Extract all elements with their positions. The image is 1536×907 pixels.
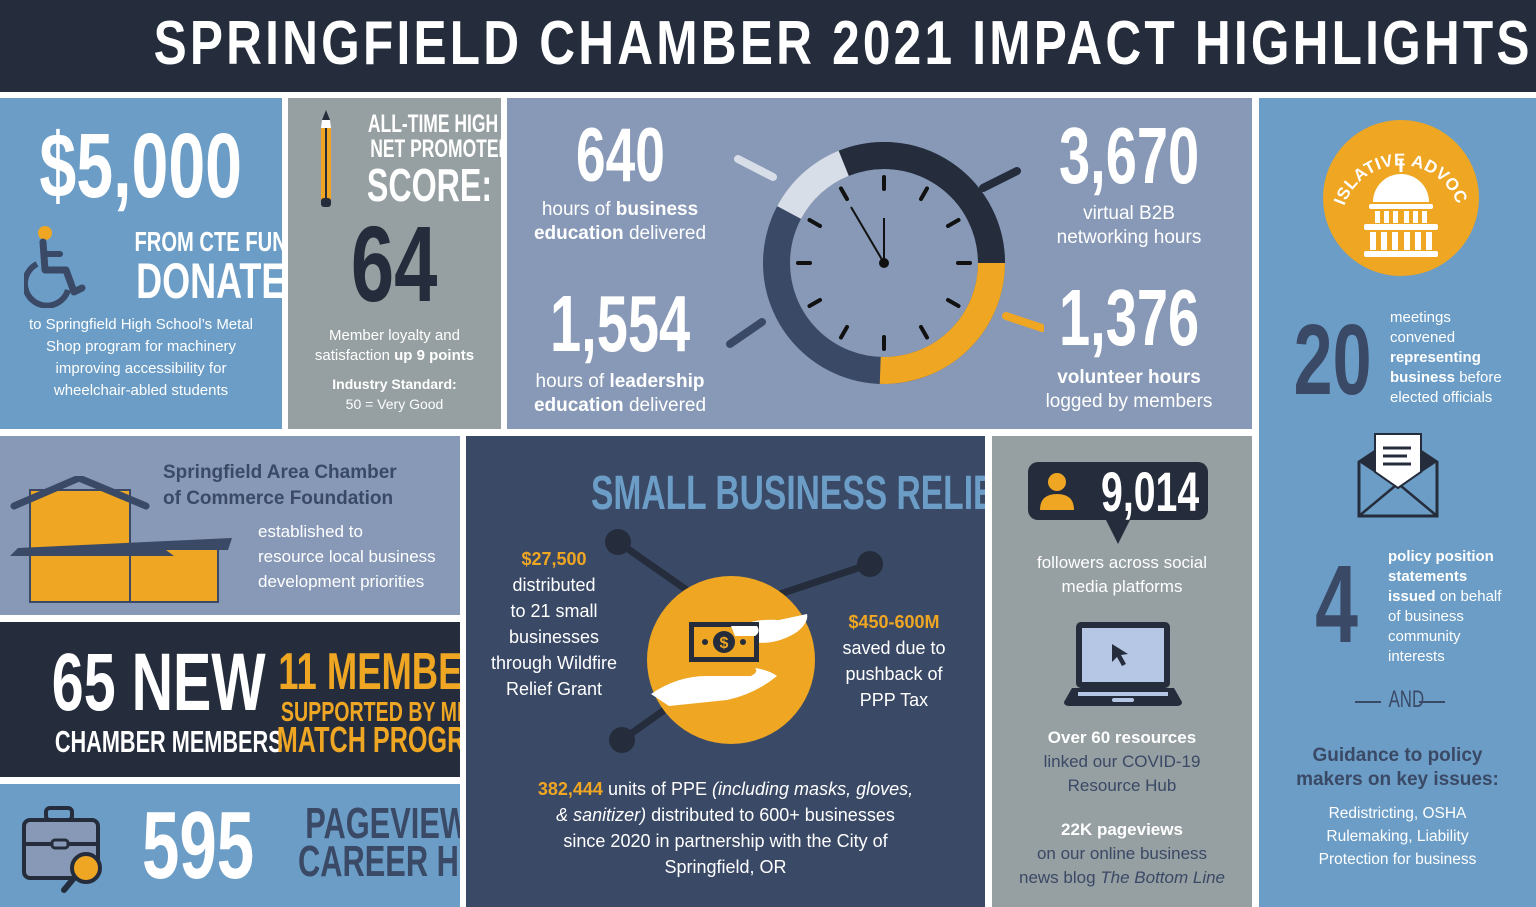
policy-label: policy position statements issued on beh… [1388,548,1502,665]
guidance-title: Guidance to policy makers on key issues: [1296,745,1499,790]
leadership-hours-label: hours of leadership education delivered [533,371,707,416]
briefcase-search-icon [22,806,102,893]
nps-line2: NET PROMOTER [370,135,501,163]
house-icon [10,476,232,603]
foundation-title: Springfield Area Chamber of Commerce Fou… [163,462,397,509]
followers-bubble [1028,462,1208,544]
relief-title: SMALL BUSINESS RELIEF SAVINGS [590,467,985,520]
volunteer-hours-label: volunteer hours logged by members [1045,367,1213,412]
cte-amount: $5,000 [39,115,243,217]
net-promoter-panel: ALL-TIME HIGH NET PROMOTER SCORE: 64 Mem… [288,98,501,429]
cte-description: to Springfield High School’s Metal Shop … [28,316,253,399]
and-label: AND [1388,686,1425,713]
cte-fund-panel: $5,000 FROM CTE FUND DONATED to Springfi… [0,98,282,429]
page-title: SPRINGFIELD CHAMBER 2021 IMPACT HIGHLIGH… [153,9,1533,78]
industry-standard: Industry Standard: 50 = Very Good [332,376,457,412]
followers-label: followers across social media platforms [1036,553,1208,596]
meetings-label: meetings convened representing business … [1390,309,1502,406]
pencil-icon [321,110,331,207]
covid-resources: Over 60 resources linked our COVID-19 Re… [1043,728,1201,795]
wheelchair-icon [24,226,86,308]
supported-members-line1: SUPPORTED BY MEMBER [280,696,460,727]
and-divider-left [1355,701,1381,703]
career-hub-line1: PAGEVIEWS ON [305,799,460,848]
supported-members-line2: MATCH PROGRAM [276,719,460,760]
envelope-icon [1357,433,1439,518]
business-hours-value: 640 [575,113,665,198]
new-members-value: 65 NEW [51,637,266,728]
capitol-icon [1364,160,1438,257]
blog-pageviews: 22K pageviews on our online business new… [1018,820,1226,887]
members-panel: 65 NEW CHAMBER MEMBERS 11 MEMBERS SUPPOR… [0,622,460,777]
nps-line3: SCORE: [366,159,493,211]
policy-value: 4 [1315,543,1359,666]
cte-line1: FROM CTE FUND [134,226,282,257]
guidance-items: Redistricting, OSHA Rulemaking, Liabilit… [1318,805,1477,868]
foundation-description: established to resource local business d… [258,522,436,591]
relief-savings-panel: SMALL BUSINESS RELIEF SAVINGS $ $27,500 … [466,436,985,907]
hours-panel: 640 hours of business education delivere… [507,98,1252,429]
money-hands-icon: $ [647,576,815,744]
career-hub-value: 595 [142,792,255,899]
user-icon [1040,473,1074,510]
b2b-hours-value: 3,670 [1058,111,1200,200]
header-banner: SPRINGFIELD CHAMBER 2021 IMPACT HIGHLIGH… [0,0,1536,92]
b2b-hours-label: virtual B2B networking hours [1056,203,1202,248]
new-members-label: CHAMBER MEMBERS [54,724,283,759]
career-hub-line2: CAREER HUB [298,837,460,886]
clock-icon [726,141,1044,384]
nps-score: 64 [351,203,438,324]
wildfire-grant: $27,500 distributed to 21 small business… [490,549,618,699]
nps-line1: ALL-TIME HIGH [367,110,499,138]
and-divider-right [1419,701,1445,703]
supported-members-value: 11 MEMBERS [278,643,460,701]
legislative-badge: LEGISLATIVE ADVOCACY [1321,118,1479,276]
business-hours-label: hours of business education delivered [533,199,707,244]
ppp-savings: $450-600M saved due to pushback of PPP T… [842,612,946,710]
legislative-advocacy-panel: LEGISLATIVE ADVOCACY 20 meetings convene… [1259,98,1536,907]
svg-text:$: $ [720,635,729,652]
followers-value: 9,014 [1101,460,1200,523]
meetings-value: 20 [1293,304,1372,416]
volunteer-hours-value: 1,376 [1058,273,1200,362]
laptop-cursor-icon [1064,622,1182,706]
career-hub-panel: 595 PAGEVIEWS ON CAREER HUB [0,784,460,907]
nps-description: Member loyalty and satisfaction up 9 poi… [314,327,475,364]
social-media-panel: 9,014 followers across social media plat… [992,436,1252,907]
cte-line2: DONATED [136,253,282,309]
foundation-panel: Springfield Area Chamber of Commerce Fou… [0,436,460,615]
leadership-hours-value: 1,554 [549,279,691,368]
ppe-distribution: 382,444 units of PPE (including masks, g… [537,779,914,877]
